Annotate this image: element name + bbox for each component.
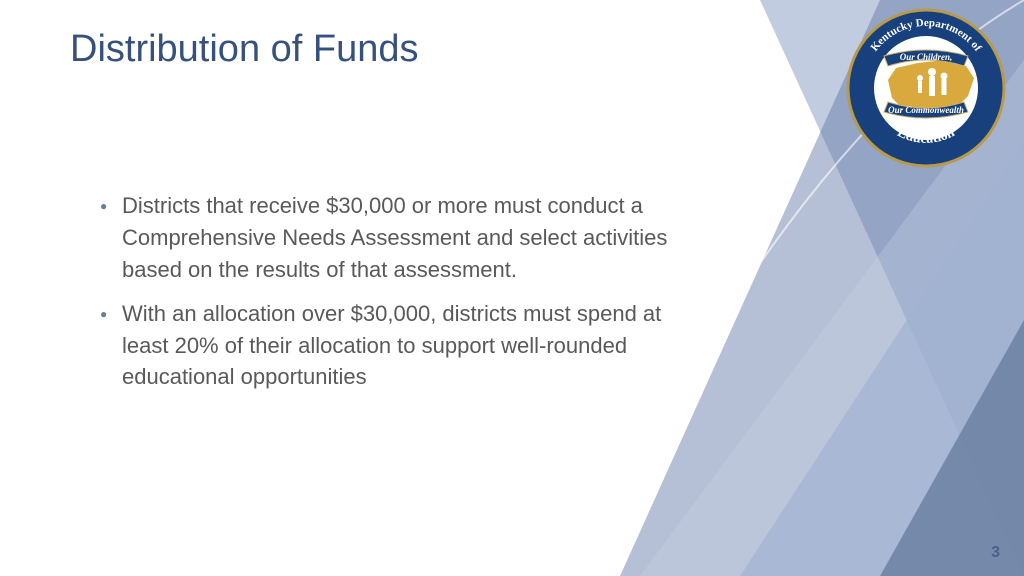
svg-text:Our Commonwealth: Our Commonwealth xyxy=(888,105,964,115)
page-number: 3 xyxy=(991,544,1000,562)
bullet-text: With an allocation over $30,000, distric… xyxy=(122,301,661,390)
bullet-text: Districts that receive $30,000 or more m… xyxy=(122,193,667,282)
bullet-list: Districts that receive $30,000 or more m… xyxy=(100,190,690,405)
bullet-item: Districts that receive $30,000 or more m… xyxy=(100,190,690,286)
kde-seal-logo: Kentucky Department ofEducationOur Child… xyxy=(846,8,1006,168)
slide: Distribution of Funds Districts that rec… xyxy=(0,0,1024,576)
svg-text:Our Children,: Our Children, xyxy=(900,52,953,62)
bullet-item: With an allocation over $30,000, distric… xyxy=(100,298,690,394)
slide-title: Distribution of Funds xyxy=(70,28,419,71)
